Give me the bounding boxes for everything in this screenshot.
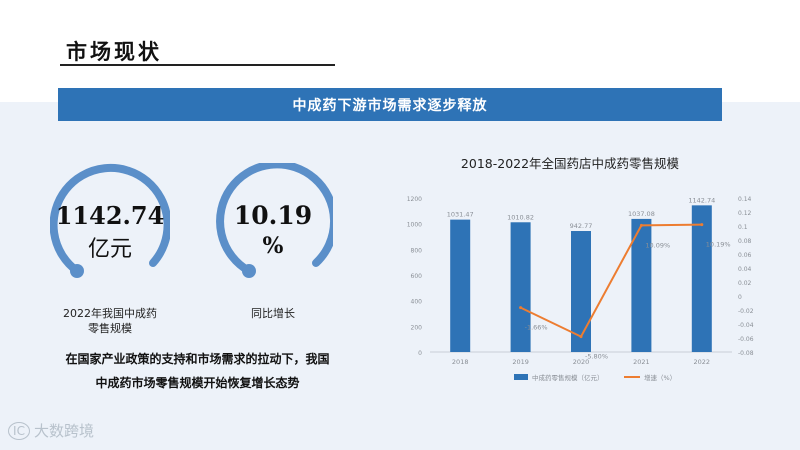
- line-data-label: 10.09%: [645, 241, 670, 249]
- bar: [571, 231, 591, 352]
- bar: [510, 222, 531, 352]
- x-tick-label: 2022: [694, 358, 711, 366]
- gauge-ring: [216, 163, 333, 278]
- legend-label-bar: 中成药零售规模（亿元）: [532, 373, 604, 382]
- line-data-label: 10.19%: [706, 241, 731, 249]
- watermark-logo-icon: IC: [8, 421, 30, 440]
- background-panel: [0, 102, 800, 450]
- headline-banner: 中成药下游市场需求逐步释放: [58, 88, 722, 121]
- bar-data-label: 1142.74: [688, 196, 715, 204]
- legend-label-line: 增速（%）: [644, 373, 676, 382]
- kpi-value: 1142.74: [55, 201, 165, 230]
- growth-point: [519, 306, 523, 310]
- y-tick-left: 1200: [407, 196, 422, 203]
- y-tick-right: -0.08: [738, 350, 754, 357]
- watermark-text: 大数跨境: [34, 422, 95, 440]
- y-tick-right: 0.08: [738, 238, 752, 245]
- kpi-unit: %: [262, 233, 284, 259]
- legend-swatch-bar: [514, 374, 528, 380]
- bar-data-label: 1010.82: [507, 213, 534, 221]
- title-underline: [60, 64, 335, 66]
- y-tick-right: 0.06: [738, 252, 752, 259]
- y-tick-left: 200: [411, 324, 423, 331]
- kpi-label-line: 零售规模: [88, 322, 132, 335]
- y-tick-left: 1000: [407, 222, 422, 229]
- growth-point: [639, 223, 643, 227]
- kpi-unit: 亿元: [87, 237, 132, 262]
- kpi-label-line: 2022年我国中成药: [63, 307, 157, 320]
- x-tick-label: 2020: [573, 358, 590, 366]
- kpi-label-line: 同比增长: [251, 307, 295, 320]
- bar: [450, 219, 471, 352]
- bar-data-label: 1031.47: [447, 211, 474, 219]
- kpi-value: 10.19: [233, 201, 313, 230]
- growth-line: [520, 223, 702, 338]
- watermark: IC 大数跨境: [8, 420, 94, 441]
- y-tick-right: 0.1: [738, 224, 748, 231]
- kpi-gauge-retail-scale: 1142.74 亿元: [50, 163, 170, 283]
- combo-chart: 0 200 400 600 800 1000 1200 -0.08 -0.06 -0.04 -0.0…: [407, 196, 754, 382]
- summary-line: 在国家产业政策的支持和市场需求的拉动下，我国: [65, 352, 330, 366]
- kpi-label-growth: 同比增长: [203, 306, 343, 321]
- x-tick-label: 2018: [452, 358, 469, 366]
- growth-point: [700, 223, 704, 227]
- bar-data-label: 1037.08: [628, 210, 655, 218]
- y-tick-left: 400: [411, 299, 423, 306]
- y-tick-left: 600: [411, 273, 423, 280]
- y-tick-right: -0.02: [738, 308, 754, 315]
- summary-line: 中成药市场零售规模开始恢复增长态势: [95, 376, 300, 390]
- chart-title: 2018-2022年全国药店中成药零售规模: [460, 156, 680, 171]
- y-tick-right: 0.02: [738, 280, 752, 287]
- kpi-label-retail-scale: 2022年我国中成药 零售规模: [40, 306, 180, 336]
- growth-point: [579, 335, 583, 339]
- kpi-gauge-growth: 10.19 %: [213, 163, 333, 283]
- y-tick-left: 800: [411, 247, 423, 254]
- x-tick-label: 2021: [633, 358, 650, 366]
- y-tick-right: 0.14: [738, 196, 752, 203]
- y-tick-right: 0: [738, 294, 742, 301]
- line-data-label: -1.66%: [525, 324, 548, 332]
- line-data-label: -5.80%: [585, 353, 608, 361]
- y-tick-right: 0.04: [738, 266, 752, 273]
- bar: [691, 205, 712, 352]
- bar-data-label: 942.77: [570, 222, 593, 230]
- y-tick-left: 0: [418, 350, 422, 357]
- y-tick-right: -0.04: [738, 322, 754, 329]
- summary-text: 在国家产业政策的支持和市场需求的拉动下，我国 中成药市场零售规模开始恢复增长态势: [30, 347, 365, 395]
- y-tick-right: 0.12: [738, 210, 752, 217]
- y-tick-right: -0.06: [738, 336, 754, 343]
- bar: [631, 218, 652, 352]
- page-title: 市场现状: [66, 40, 162, 64]
- x-tick-label: 2019: [512, 358, 529, 366]
- gauge-ring: [50, 163, 170, 278]
